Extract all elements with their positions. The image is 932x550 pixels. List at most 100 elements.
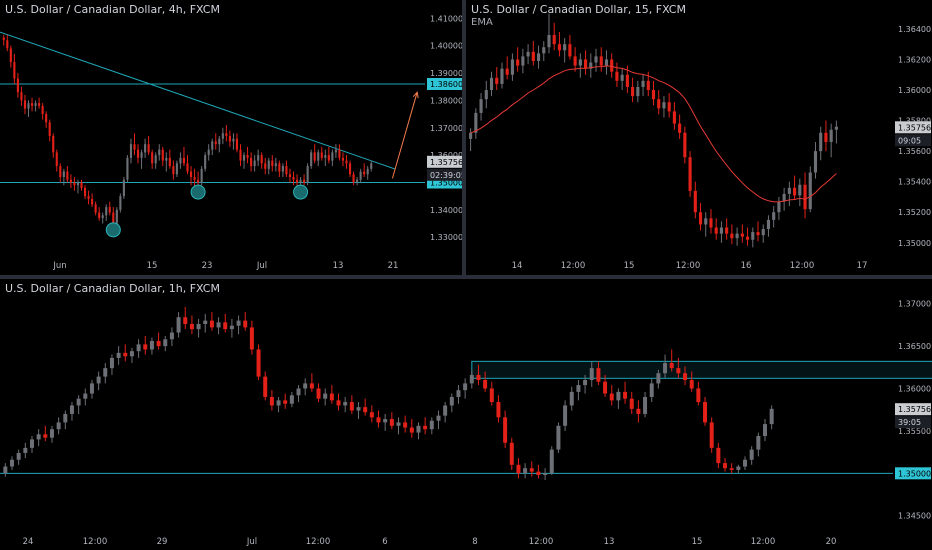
candle-body [98,212,101,219]
ema-line [470,65,837,203]
candle-body [716,447,721,464]
candle-body [516,59,520,66]
candle-body [556,425,561,450]
x-tick-label: 12:00 [676,261,701,271]
candle-body [615,71,619,81]
candle-body [9,48,12,63]
candle-body [218,138,221,145]
candle-body [730,233,734,239]
candle-body [133,144,136,150]
candle-body [274,163,277,167]
candle-body [156,340,161,347]
y-tick-label: 1.36000 [898,86,931,95]
candle-body [599,56,603,66]
candle-body [389,419,394,426]
x-tick-label: 23 [202,261,213,271]
candle-body [656,373,661,384]
x-tick-label: 15 [624,261,635,271]
x-tick-label: 6 [382,537,387,547]
candle-body [343,402,348,406]
candle-body [112,212,115,224]
candle-body [136,344,141,352]
candle-body [651,90,656,100]
candle-body [69,179,72,183]
candle-body [569,391,574,406]
candle-body [34,103,37,106]
candle-body [449,396,454,406]
chart-4h-title: U.S. Dollar / Canadian Dollar, 4h, FXCM [5,3,220,16]
candle-body [260,155,263,164]
candle-body [543,473,548,476]
candle-body [496,402,501,418]
candle-body [808,172,812,210]
candle-body [197,179,200,183]
horizontal-divider[interactable] [0,275,932,279]
candle-body [348,163,352,175]
countdown-badge [895,134,931,147]
candle-body [500,68,504,84]
candle-body [83,187,87,197]
candle-body [30,103,34,106]
candle-body [214,141,217,145]
candle-body [175,163,178,175]
candle-body [129,351,134,357]
candle-body [317,152,320,161]
candle-body [336,400,341,406]
candle-body [9,459,14,467]
current-price-badge [895,121,931,134]
candle-body [276,400,281,406]
candle-body [306,166,309,183]
candle-body [49,429,54,438]
x-tick-label: 20 [826,537,837,547]
candle-body [376,417,381,423]
candle-body [629,398,634,409]
candle-body [176,317,181,333]
candle-body [766,219,771,230]
candle-body [521,56,525,66]
trendline [0,31,396,170]
candle-body [669,363,674,369]
y-tick-label: 1.35000 [898,239,931,248]
vertical-divider[interactable] [462,0,466,275]
candle-body [363,407,368,413]
chart-15m-svg: 1.36400 1.36200 1.36000 1.35600 1.35400 1.352… [469,13,931,271]
candle-body [345,160,348,164]
candle-body [610,59,614,72]
candle-body [403,422,408,428]
countdown-label: 02:39:05 [430,171,462,180]
candle-body [416,425,421,433]
candle-body [359,171,362,180]
x-tick-label: 12:00 [751,537,776,547]
candle-body [620,74,624,81]
x-tick-label: 12:00 [529,537,554,547]
candle-body [271,160,274,167]
candle-body [303,383,308,389]
candle-body [115,209,118,224]
candle-body [147,144,150,153]
candle-body [189,171,193,178]
candle-body [136,149,140,158]
candle-body [292,177,295,180]
candle-body [303,179,306,183]
candle-body [91,198,94,205]
candle-body [625,74,629,87]
chart-1h-svg: 1.37000 1.36500 1.36000 1.35500 1.35000 1.345… [0,300,932,547]
candle-body [228,135,231,142]
candle-body [289,395,294,404]
support-touch-circle [190,184,206,200]
chart-panel-1h[interactable]: 1.37000 1.36500 1.36000 1.35500 1.35000 1.345… [0,279,932,550]
chart-panel-15m[interactable]: 1.36400 1.36200 1.36000 1.35600 1.35400 1.352… [466,0,932,275]
candle-body [89,383,94,394]
candle-body [144,144,147,153]
level-price-label: 1.38600 [430,80,462,89]
candle-body [299,179,302,183]
current-price-label: 1.35756 [898,123,931,132]
candle-body [503,417,508,443]
x-tick-label: 16 [741,261,752,271]
candle-body [723,463,728,469]
chart-panel-4h[interactable]: 1.41000 1.40000 1.39000 1.38000 1.37000 1.360… [0,0,462,275]
candle-body [469,374,474,384]
level-price-label: 1.35000 [430,178,462,187]
candle-body [316,388,321,399]
candle-body [186,163,189,172]
